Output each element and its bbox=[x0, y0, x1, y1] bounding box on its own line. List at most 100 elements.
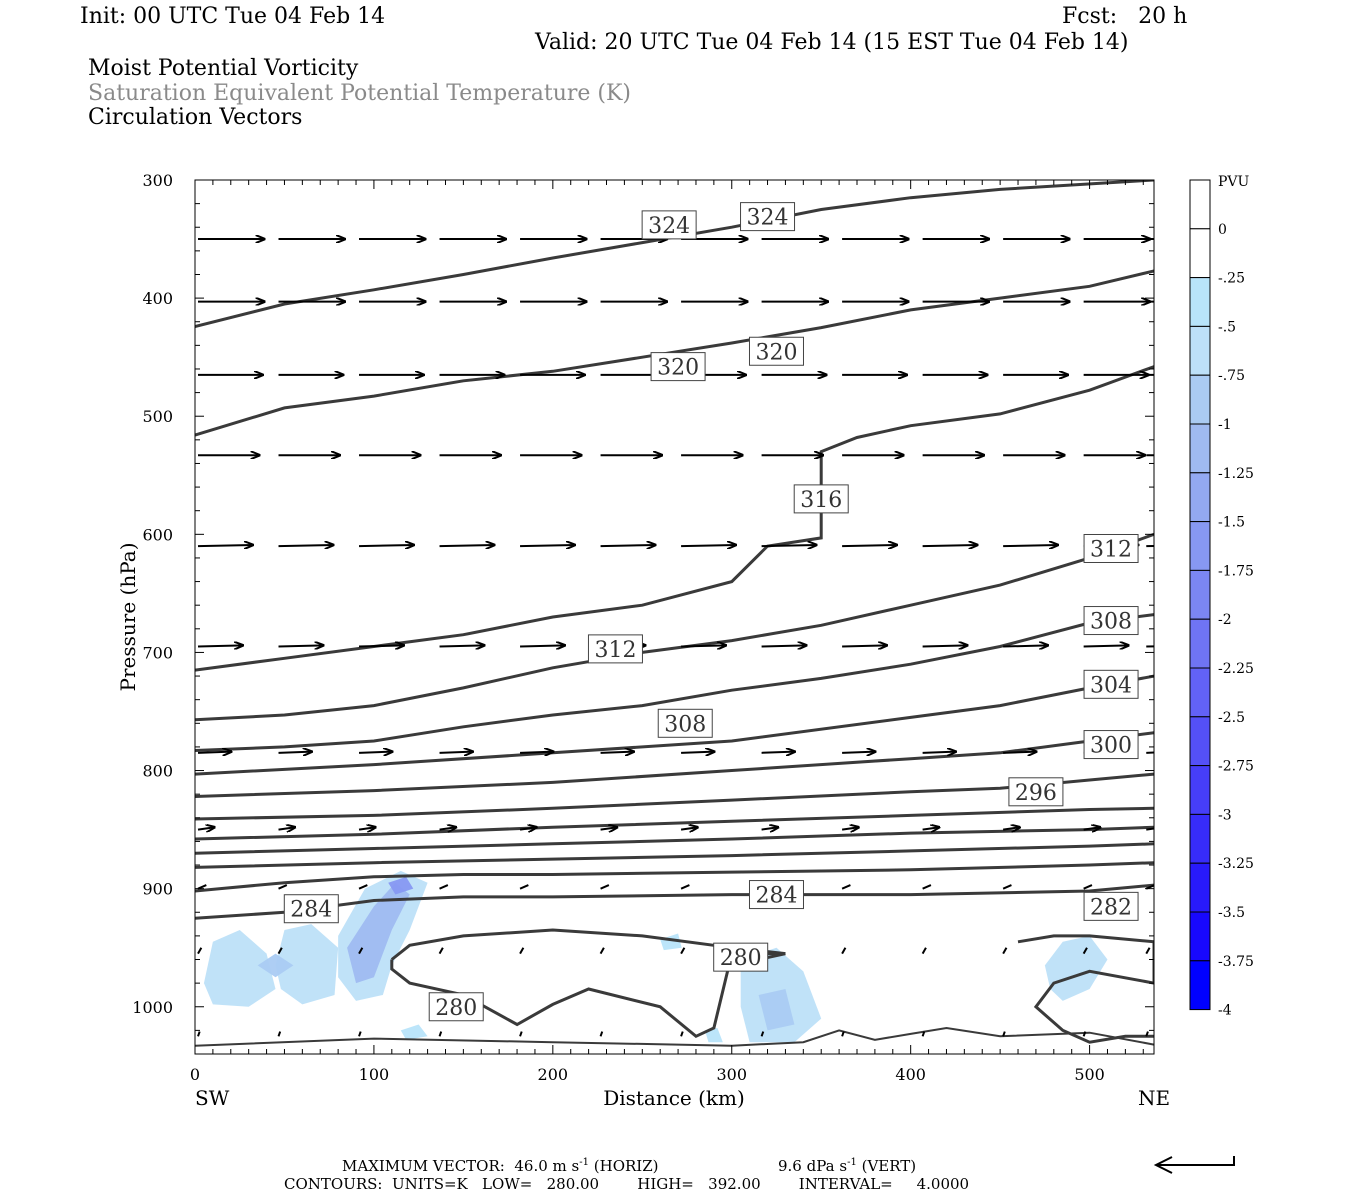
init-time: Init: 00 UTC Tue 04 Feb 14 bbox=[80, 4, 386, 29]
contour-label-text: 324 bbox=[747, 206, 789, 231]
contour-label-300: 300 bbox=[1083, 730, 1139, 760]
vector-arrow bbox=[278, 884, 288, 890]
vector-arrow bbox=[358, 827, 376, 829]
max-vert-line: 9.6 dPa s-1 (VERT) bbox=[778, 1158, 916, 1174]
vector-arrow bbox=[278, 827, 296, 829]
colorbar-label: -2 bbox=[1218, 612, 1232, 628]
vector-arrow bbox=[1146, 645, 1154, 648]
colorbar-label: -.75 bbox=[1218, 368, 1245, 384]
vector-arrow bbox=[278, 752, 312, 753]
vector-arrow bbox=[1083, 645, 1129, 646]
contour-label-text: 320 bbox=[755, 340, 797, 365]
vert-exp: -1 bbox=[847, 1157, 857, 1168]
contour-label-box bbox=[740, 202, 796, 232]
vector-arrow bbox=[680, 947, 686, 955]
horiz-unit: (HORIZ) bbox=[593, 1157, 659, 1175]
colorbar-swatch bbox=[1189, 472, 1211, 523]
vector-arrow bbox=[197, 827, 215, 829]
vector-arrow bbox=[761, 545, 817, 546]
contour-label-312: 312 bbox=[587, 634, 643, 664]
vector-arrow bbox=[922, 645, 968, 646]
x-tick-label: 0 bbox=[190, 1065, 200, 1084]
contour-312 bbox=[195, 532, 1154, 722]
vector-arrow bbox=[600, 752, 634, 753]
contour-label-280: 280 bbox=[713, 942, 769, 972]
colorbar-label: -2.5 bbox=[1218, 710, 1245, 726]
vector-arrow bbox=[842, 645, 887, 646]
contour-284 bbox=[195, 861, 1154, 893]
contour-label-text: 284 bbox=[755, 884, 797, 909]
vector-arrow bbox=[599, 947, 605, 955]
vector-arrow bbox=[1146, 751, 1154, 754]
colorbar-label: -1 bbox=[1218, 417, 1232, 433]
vector-arrow bbox=[197, 884, 207, 890]
colorbar-swatch bbox=[1189, 374, 1211, 425]
x-tick-label: 400 bbox=[895, 1065, 926, 1084]
contour-label-box bbox=[1083, 533, 1139, 563]
max-vector-label: MAXIMUM VECTOR: bbox=[342, 1157, 505, 1175]
contour-286 bbox=[195, 842, 1154, 869]
vector-arrow bbox=[520, 752, 553, 753]
vector-arrow bbox=[519, 947, 525, 955]
vector-arrow bbox=[681, 645, 726, 646]
colorbar-swatch bbox=[1189, 765, 1211, 815]
vector-arrow bbox=[197, 947, 203, 955]
vector-arrow bbox=[439, 645, 485, 646]
contour-label-box bbox=[1083, 730, 1139, 760]
y-tick-label: 400 bbox=[142, 289, 173, 308]
contour-info: CONTOURS: UNITS=K LOW= 280.00 HIGH= 392.… bbox=[284, 1175, 970, 1193]
vector-arrow bbox=[197, 545, 253, 546]
vector-arrow bbox=[922, 545, 978, 546]
contour-label-box bbox=[283, 894, 339, 924]
vector-arrow bbox=[1145, 947, 1151, 955]
vector-arrow bbox=[921, 947, 927, 955]
contour-label-box bbox=[1008, 777, 1064, 807]
contour-label-text: 284 bbox=[290, 898, 332, 923]
circulation-vectors bbox=[197, 239, 1154, 1037]
colorbar-label: -2.75 bbox=[1218, 759, 1254, 775]
contour-label-box bbox=[748, 880, 804, 910]
contour-label-304: 304 bbox=[1083, 669, 1139, 699]
vector-arrow bbox=[680, 827, 698, 829]
vector-arrow bbox=[519, 884, 529, 890]
vector-arrow bbox=[1002, 827, 1020, 829]
vector-arrow bbox=[197, 645, 243, 646]
vector-arrow bbox=[1082, 947, 1088, 955]
colorbar-label: -1.75 bbox=[1218, 563, 1254, 579]
colorbar-swatch bbox=[1189, 277, 1211, 327]
vector-arrow bbox=[197, 1031, 201, 1037]
contour-surface bbox=[195, 1026, 1154, 1047]
vert-unit: (VERT) bbox=[861, 1157, 917, 1175]
sw-label: SW bbox=[195, 1086, 230, 1110]
contour-labels: 324 324 320 320 316 312 312 308 308 304 300 296 284 2… bbox=[283, 202, 1139, 1022]
vector-arrow bbox=[358, 752, 392, 753]
pv-patch bbox=[1044, 935, 1108, 1001]
colorbar-label: -3 bbox=[1218, 807, 1232, 823]
colorbar-swatch bbox=[1189, 960, 1211, 1011]
vector-arrow bbox=[921, 1031, 926, 1037]
contour-label-text: 312 bbox=[594, 638, 636, 663]
field-pv-title: Moist Potential Vorticity bbox=[88, 56, 359, 81]
contour-label-282: 282 bbox=[1083, 891, 1139, 921]
colorbar-label: -3.75 bbox=[1218, 954, 1254, 970]
pv-patch bbox=[257, 953, 294, 978]
vector-arrow bbox=[761, 645, 807, 646]
x-tick-label: 100 bbox=[359, 1065, 390, 1084]
contour-label-280: 280 bbox=[428, 992, 484, 1022]
field-thetae-title: Saturation Equivalent Potential Temperat… bbox=[88, 81, 631, 106]
vector-arrow bbox=[277, 947, 283, 955]
vector-arrow bbox=[1083, 884, 1093, 890]
contour-324 bbox=[195, 180, 1154, 328]
vector-arrow bbox=[1002, 884, 1012, 890]
pv-patch bbox=[275, 924, 339, 1005]
vector-arrow bbox=[922, 827, 940, 829]
vector-arrow bbox=[841, 1031, 845, 1037]
vector-arrow bbox=[359, 545, 414, 546]
pv-colorbar: 0 -.25 -.5 -.75 -1 -1.25 -1.5 -1.75 -2 -2.25 -2.5 -… bbox=[1189, 179, 1254, 1019]
pv-patch bbox=[203, 929, 276, 1007]
contour-308 bbox=[195, 613, 1154, 752]
contour-label-text: 316 bbox=[800, 488, 842, 513]
contour-label-box bbox=[793, 484, 849, 514]
x-tick-label: 500 bbox=[1074, 1065, 1105, 1084]
colorbar-swatch bbox=[1189, 228, 1211, 279]
